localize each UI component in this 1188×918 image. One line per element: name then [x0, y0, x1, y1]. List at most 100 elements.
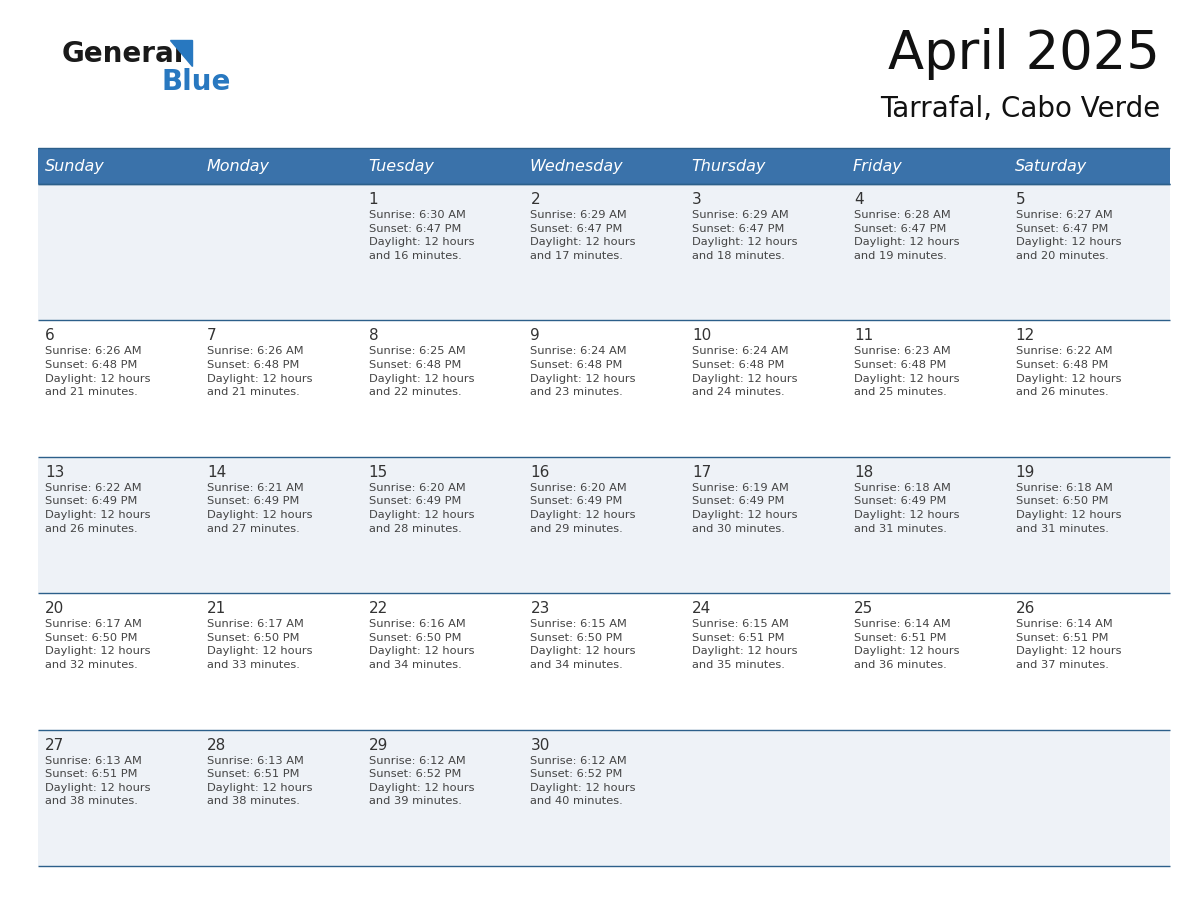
Text: Sunrise: 6:23 AM
Sunset: 6:48 PM
Daylight: 12 hours
and 25 minutes.: Sunrise: 6:23 AM Sunset: 6:48 PM Dayligh…	[854, 346, 960, 397]
Text: 13: 13	[45, 465, 64, 480]
Text: Sunrise: 6:18 AM
Sunset: 6:50 PM
Daylight: 12 hours
and 31 minutes.: Sunrise: 6:18 AM Sunset: 6:50 PM Dayligh…	[1016, 483, 1121, 533]
Bar	[847, 730, 1009, 866]
Text: 16: 16	[530, 465, 550, 480]
Text: Blue: Blue	[162, 68, 232, 96]
Text: Sunrise: 6:24 AM
Sunset: 6:48 PM
Daylight: 12 hours
and 23 minutes.: Sunrise: 6:24 AM Sunset: 6:48 PM Dayligh…	[530, 346, 636, 397]
Bar	[1009, 148, 1170, 184]
Text: Sunrise: 6:22 AM
Sunset: 6:49 PM
Daylight: 12 hours
and 26 minutes.: Sunrise: 6:22 AM Sunset: 6:49 PM Dayligh…	[45, 483, 151, 533]
Bar	[847, 184, 1009, 320]
Text: 7: 7	[207, 329, 216, 343]
Text: 29: 29	[368, 737, 388, 753]
Bar	[523, 148, 684, 184]
Bar	[523, 320, 684, 457]
Text: 30: 30	[530, 737, 550, 753]
Text: Sunrise: 6:14 AM
Sunset: 6:51 PM
Daylight: 12 hours
and 36 minutes.: Sunrise: 6:14 AM Sunset: 6:51 PM Dayligh…	[854, 620, 960, 670]
Text: Sunrise: 6:15 AM
Sunset: 6:50 PM
Daylight: 12 hours
and 34 minutes.: Sunrise: 6:15 AM Sunset: 6:50 PM Dayligh…	[530, 620, 636, 670]
Text: 11: 11	[854, 329, 873, 343]
Text: Sunrise: 6:27 AM
Sunset: 6:47 PM
Daylight: 12 hours
and 20 minutes.: Sunrise: 6:27 AM Sunset: 6:47 PM Dayligh…	[1016, 210, 1121, 261]
Text: Sunrise: 6:29 AM
Sunset: 6:47 PM
Daylight: 12 hours
and 17 minutes.: Sunrise: 6:29 AM Sunset: 6:47 PM Dayligh…	[530, 210, 636, 261]
Text: 2: 2	[530, 192, 541, 207]
Text: Wednesday: Wednesday	[530, 159, 624, 174]
Text: 27: 27	[45, 737, 64, 753]
Bar	[684, 730, 847, 866]
Text: April 2025: April 2025	[889, 28, 1159, 80]
Bar	[847, 457, 1009, 593]
Text: Tuesday: Tuesday	[368, 159, 434, 174]
Bar	[847, 148, 1009, 184]
Text: 3: 3	[693, 192, 702, 207]
Text: Sunrise: 6:29 AM
Sunset: 6:47 PM
Daylight: 12 hours
and 18 minutes.: Sunrise: 6:29 AM Sunset: 6:47 PM Dayligh…	[693, 210, 797, 261]
Bar	[361, 457, 523, 593]
Bar	[684, 457, 847, 593]
Bar	[200, 184, 361, 320]
Text: Sunrise: 6:24 AM
Sunset: 6:48 PM
Daylight: 12 hours
and 24 minutes.: Sunrise: 6:24 AM Sunset: 6:48 PM Dayligh…	[693, 346, 797, 397]
Text: 28: 28	[207, 737, 226, 753]
Bar	[361, 184, 523, 320]
Bar	[523, 457, 684, 593]
Bar	[684, 148, 847, 184]
Bar	[38, 730, 200, 866]
Text: Thursday: Thursday	[691, 159, 766, 174]
Text: Sunrise: 6:21 AM
Sunset: 6:49 PM
Daylight: 12 hours
and 27 minutes.: Sunrise: 6:21 AM Sunset: 6:49 PM Dayligh…	[207, 483, 312, 533]
Bar	[200, 730, 361, 866]
Text: 22: 22	[368, 601, 388, 616]
Text: 20: 20	[45, 601, 64, 616]
Text: 12: 12	[1016, 329, 1035, 343]
Bar	[847, 593, 1009, 730]
Bar	[684, 184, 847, 320]
Bar	[1009, 593, 1170, 730]
Text: Sunrise: 6:22 AM
Sunset: 6:48 PM
Daylight: 12 hours
and 26 minutes.: Sunrise: 6:22 AM Sunset: 6:48 PM Dayligh…	[1016, 346, 1121, 397]
Text: Monday: Monday	[207, 159, 270, 174]
Text: 1: 1	[368, 192, 378, 207]
Text: 19: 19	[1016, 465, 1035, 480]
Polygon shape	[170, 40, 192, 66]
Bar	[847, 320, 1009, 457]
Bar	[1009, 320, 1170, 457]
Text: 15: 15	[368, 465, 388, 480]
Text: 9: 9	[530, 329, 541, 343]
Text: General: General	[62, 40, 184, 68]
Bar	[523, 730, 684, 866]
Text: Sunrise: 6:15 AM
Sunset: 6:51 PM
Daylight: 12 hours
and 35 minutes.: Sunrise: 6:15 AM Sunset: 6:51 PM Dayligh…	[693, 620, 797, 670]
Text: Sunday: Sunday	[44, 159, 105, 174]
Text: 17: 17	[693, 465, 712, 480]
Text: 26: 26	[1016, 601, 1035, 616]
Text: 6: 6	[45, 329, 55, 343]
Bar	[1009, 457, 1170, 593]
Text: Sunrise: 6:19 AM
Sunset: 6:49 PM
Daylight: 12 hours
and 30 minutes.: Sunrise: 6:19 AM Sunset: 6:49 PM Dayligh…	[693, 483, 797, 533]
Bar	[38, 593, 200, 730]
Text: Sunrise: 6:20 AM
Sunset: 6:49 PM
Daylight: 12 hours
and 29 minutes.: Sunrise: 6:20 AM Sunset: 6:49 PM Dayligh…	[530, 483, 636, 533]
Bar	[523, 184, 684, 320]
Text: 4: 4	[854, 192, 864, 207]
Text: Sunrise: 6:28 AM
Sunset: 6:47 PM
Daylight: 12 hours
and 19 minutes.: Sunrise: 6:28 AM Sunset: 6:47 PM Dayligh…	[854, 210, 960, 261]
Bar	[684, 593, 847, 730]
Text: Sunrise: 6:13 AM
Sunset: 6:51 PM
Daylight: 12 hours
and 38 minutes.: Sunrise: 6:13 AM Sunset: 6:51 PM Dayligh…	[45, 756, 151, 806]
Text: Sunrise: 6:26 AM
Sunset: 6:48 PM
Daylight: 12 hours
and 21 minutes.: Sunrise: 6:26 AM Sunset: 6:48 PM Dayligh…	[207, 346, 312, 397]
Text: 25: 25	[854, 601, 873, 616]
Text: 18: 18	[854, 465, 873, 480]
Bar	[1009, 730, 1170, 866]
Text: Sunrise: 6:12 AM
Sunset: 6:52 PM
Daylight: 12 hours
and 39 minutes.: Sunrise: 6:12 AM Sunset: 6:52 PM Dayligh…	[368, 756, 474, 806]
Text: 10: 10	[693, 329, 712, 343]
Bar	[361, 320, 523, 457]
Text: Sunrise: 6:17 AM
Sunset: 6:50 PM
Daylight: 12 hours
and 33 minutes.: Sunrise: 6:17 AM Sunset: 6:50 PM Dayligh…	[207, 620, 312, 670]
Text: Sunrise: 6:20 AM
Sunset: 6:49 PM
Daylight: 12 hours
and 28 minutes.: Sunrise: 6:20 AM Sunset: 6:49 PM Dayligh…	[368, 483, 474, 533]
Bar	[1009, 184, 1170, 320]
Text: Sunrise: 6:12 AM
Sunset: 6:52 PM
Daylight: 12 hours
and 40 minutes.: Sunrise: 6:12 AM Sunset: 6:52 PM Dayligh…	[530, 756, 636, 806]
Text: Sunrise: 6:17 AM
Sunset: 6:50 PM
Daylight: 12 hours
and 32 minutes.: Sunrise: 6:17 AM Sunset: 6:50 PM Dayligh…	[45, 620, 151, 670]
Text: Sunrise: 6:14 AM
Sunset: 6:51 PM
Daylight: 12 hours
and 37 minutes.: Sunrise: 6:14 AM Sunset: 6:51 PM Dayligh…	[1016, 620, 1121, 670]
Text: 14: 14	[207, 465, 226, 480]
Bar	[38, 184, 200, 320]
Text: Friday: Friday	[853, 159, 903, 174]
Text: Sunrise: 6:25 AM
Sunset: 6:48 PM
Daylight: 12 hours
and 22 minutes.: Sunrise: 6:25 AM Sunset: 6:48 PM Dayligh…	[368, 346, 474, 397]
Text: Saturday: Saturday	[1015, 159, 1087, 174]
Text: Sunrise: 6:13 AM
Sunset: 6:51 PM
Daylight: 12 hours
and 38 minutes.: Sunrise: 6:13 AM Sunset: 6:51 PM Dayligh…	[207, 756, 312, 806]
Bar	[684, 320, 847, 457]
Bar	[38, 148, 200, 184]
Text: Tarrafal, Cabo Verde: Tarrafal, Cabo Verde	[880, 95, 1159, 123]
Bar	[200, 320, 361, 457]
Bar	[200, 593, 361, 730]
Text: 23: 23	[530, 601, 550, 616]
Bar	[200, 457, 361, 593]
Bar	[361, 148, 523, 184]
